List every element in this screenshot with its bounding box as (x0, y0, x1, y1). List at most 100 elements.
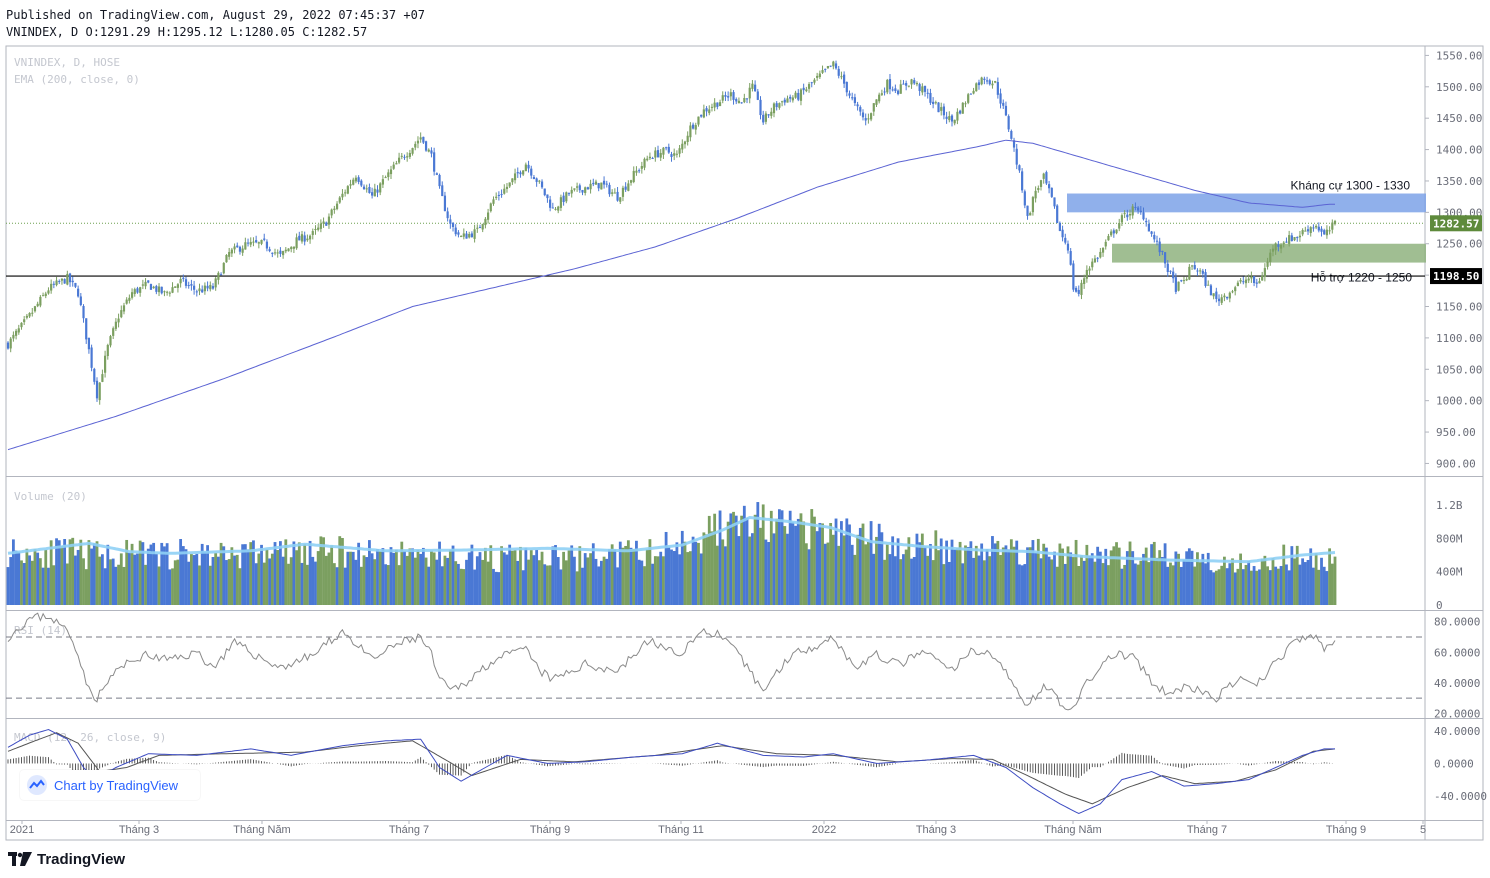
candle-body (341, 193, 344, 198)
candle-body (1277, 244, 1280, 247)
volume-bar (637, 559, 641, 605)
chart-by-tradingview-badge[interactable]: Chart by TradingView (20, 770, 200, 800)
macd-signal-line (7, 732, 1336, 805)
volume-bar (76, 549, 80, 605)
volume-bar (9, 557, 13, 605)
volume-bar (1028, 547, 1032, 605)
candle-body (1010, 130, 1013, 139)
volume-bar (1228, 563, 1232, 605)
price-pane[interactable]: VNINDEX, D, HOSE EMA (200, close, 0) Kháng… (6, 56, 1426, 451)
volume-bar (1090, 553, 1094, 605)
candle-body (1185, 279, 1188, 281)
candle-body (621, 187, 625, 197)
volume-bar (335, 567, 339, 605)
volume-bar (1152, 541, 1156, 605)
volume-bar (621, 547, 625, 605)
volume-bar (338, 536, 342, 605)
volume-bar (305, 564, 309, 605)
candle-body (570, 189, 573, 194)
volume-bar (324, 555, 328, 605)
volume-bar (268, 558, 272, 605)
tradingview-brand[interactable]: TradingView (8, 850, 125, 868)
volume-bar (659, 551, 663, 605)
candle-body (581, 189, 584, 193)
volume-bar (1139, 560, 1143, 605)
volume-bar (1314, 553, 1318, 605)
volume-bar (119, 553, 123, 605)
volume-bar (737, 536, 741, 605)
volume-bar (1082, 560, 1086, 605)
candle-body (549, 199, 552, 208)
volume-bar (1196, 552, 1199, 605)
candle-body (775, 103, 778, 108)
volume-bar (1047, 556, 1051, 605)
volume-pane[interactable]: Volume (20) (6, 490, 1337, 605)
candle-body (193, 285, 196, 290)
volume-bar (715, 545, 719, 605)
candle-body (802, 87, 805, 91)
candle-body (128, 297, 131, 301)
volume-bar (947, 561, 951, 605)
candle-body (770, 111, 773, 116)
candle-body (1323, 230, 1326, 235)
candle-body (557, 206, 560, 211)
volume-bar (483, 547, 487, 605)
macd-pane[interactable]: MACD (12, 26, close, 9) (7, 728, 1336, 815)
chart-canvas[interactable]: VNINDEX, D, HOSE EMA (200, close, 0) Kháng… (0, 0, 1490, 848)
candle-body (149, 284, 153, 290)
candle-body (575, 186, 579, 188)
volume-bar (586, 557, 590, 605)
candle-body (859, 107, 862, 112)
volume-bar (1144, 547, 1148, 605)
volume-bar (1171, 565, 1175, 605)
candle-body (141, 284, 144, 286)
candle-body (578, 185, 581, 191)
volume-bar (1266, 566, 1269, 605)
candle-body (184, 279, 188, 286)
price-axis[interactable]: 1550.001500.001450.001400.001350.001300.… (1425, 49, 1482, 470)
macd-axis: 40.0000 0.0000 -40.0000 (1434, 725, 1487, 803)
volume-bar (235, 554, 239, 605)
candle-body (867, 118, 870, 120)
candle-body (632, 170, 635, 182)
volume-bar (14, 550, 18, 605)
candle-body (1029, 212, 1032, 216)
candle-body (325, 222, 328, 226)
volume-bar (1198, 562, 1202, 605)
candle-body (1026, 205, 1029, 216)
candle-body (90, 347, 93, 368)
volume-bar (154, 554, 158, 605)
volume-bar (1193, 566, 1197, 605)
candle-body (430, 150, 433, 154)
volume-bar (540, 551, 544, 605)
volume-bar (354, 559, 358, 605)
price-tick-label: 900.00 (1436, 457, 1476, 470)
volume-bar (1155, 557, 1159, 605)
volume-bar (1231, 558, 1234, 605)
candle-body (403, 156, 406, 158)
time-axis[interactable]: 2021 Tháng 3 Tháng Năm Tháng 7 Tháng 9 Tháng … (10, 820, 1426, 836)
candle-body (168, 292, 171, 294)
volume-bar (165, 543, 169, 605)
candle-body (230, 249, 233, 254)
candle-body (58, 281, 61, 283)
candle-body (144, 281, 147, 287)
candle-body (295, 237, 298, 249)
candle-body (837, 68, 840, 76)
rsi-pane[interactable]: RSI (14) (6, 612, 1425, 711)
candle-body (764, 113, 768, 122)
volume-bar (55, 538, 58, 605)
volume-bar (804, 543, 808, 605)
candle-body (1234, 287, 1237, 292)
candle-body (360, 180, 363, 186)
candle-body (1226, 296, 1229, 299)
rsi-legend: RSI (14) (14, 624, 67, 637)
volume-bar (30, 560, 34, 605)
volume-bar (1160, 556, 1164, 605)
volume-bar (842, 535, 846, 605)
volume-legend: Volume (20) (14, 490, 87, 503)
candle-body (373, 188, 376, 197)
volume-bar (33, 548, 37, 605)
candle-body (907, 85, 910, 87)
candle-body (953, 119, 956, 124)
